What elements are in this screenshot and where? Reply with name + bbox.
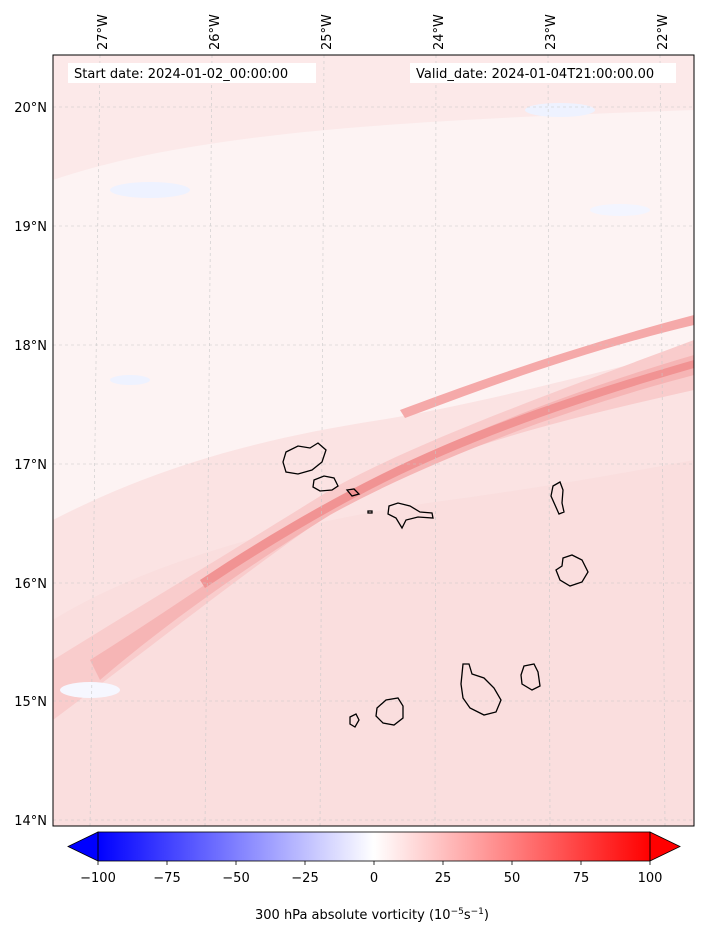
lon-label: 23°W — [544, 14, 559, 50]
lat-label: 20°N — [14, 101, 47, 116]
lon-label: 22°W — [656, 14, 671, 50]
colorbar-tick: −25 — [291, 871, 318, 886]
colorbar-tick: 25 — [435, 871, 452, 886]
island-sao-nicolau — [387, 502, 434, 530]
lat-label: 14°N — [14, 814, 47, 829]
colorbar-title: 300 hPa absolute vorticity (10−5s−1) — [255, 907, 489, 923]
island-ilheu — [367, 510, 373, 514]
vorticity-field — [53, 55, 694, 826]
lat-label: 19°N — [14, 220, 47, 235]
colorbar-tick: 75 — [573, 871, 590, 886]
latitude-labels: 20°N 19°N 18°N 17°N 16°N 15°N 14°N — [14, 101, 47, 829]
lat-label: 17°N — [14, 458, 47, 473]
lat-label: 16°N — [14, 577, 47, 592]
start-date-box — [68, 63, 316, 83]
map-frame — [52, 54, 695, 827]
lat-label: 18°N — [14, 339, 47, 354]
lon-label: 25°W — [320, 14, 335, 50]
island-maio — [520, 663, 541, 691]
island-santo-antao — [282, 442, 327, 475]
lat-label: 15°N — [14, 695, 47, 710]
colorbar-max-extend — [649, 831, 681, 862]
island-sal — [550, 481, 565, 515]
island-boa-vista — [555, 554, 589, 587]
island-santa-luzia — [345, 488, 361, 497]
lon-label: 26°W — [208, 14, 223, 50]
colorbar-tick: 100 — [638, 871, 663, 886]
colorbar-tick: −100 — [80, 871, 116, 886]
valid-date-label: Valid_date: 2024-01-04T21:00:00.00 — [416, 67, 654, 82]
valid-date-box — [410, 63, 676, 83]
colorbar-gradient — [98, 832, 650, 861]
island-santiago — [460, 663, 502, 716]
island-brava — [349, 713, 360, 728]
coastlines — [282, 442, 589, 728]
colorbar-tick: 0 — [370, 871, 378, 886]
start-date-label: Start date: 2024-01-02_00:00:00 — [74, 67, 288, 82]
colorbar-min-extend — [67, 831, 99, 862]
colorbar-tick: −50 — [222, 871, 249, 886]
island-fogo — [375, 697, 404, 726]
colorbar: −100 −75 −50 −25 0 25 50 75 100 300 hPa … — [67, 831, 681, 923]
colorbar-tick: −75 — [153, 871, 180, 886]
colorbar-tick: 50 — [504, 871, 521, 886]
longitude-labels: 27°W 26°W 25°W 24°W 23°W 22°W — [96, 14, 671, 50]
lon-label: 27°W — [96, 14, 111, 50]
lon-label: 24°W — [432, 14, 447, 50]
island-sao-vicente — [312, 475, 339, 492]
